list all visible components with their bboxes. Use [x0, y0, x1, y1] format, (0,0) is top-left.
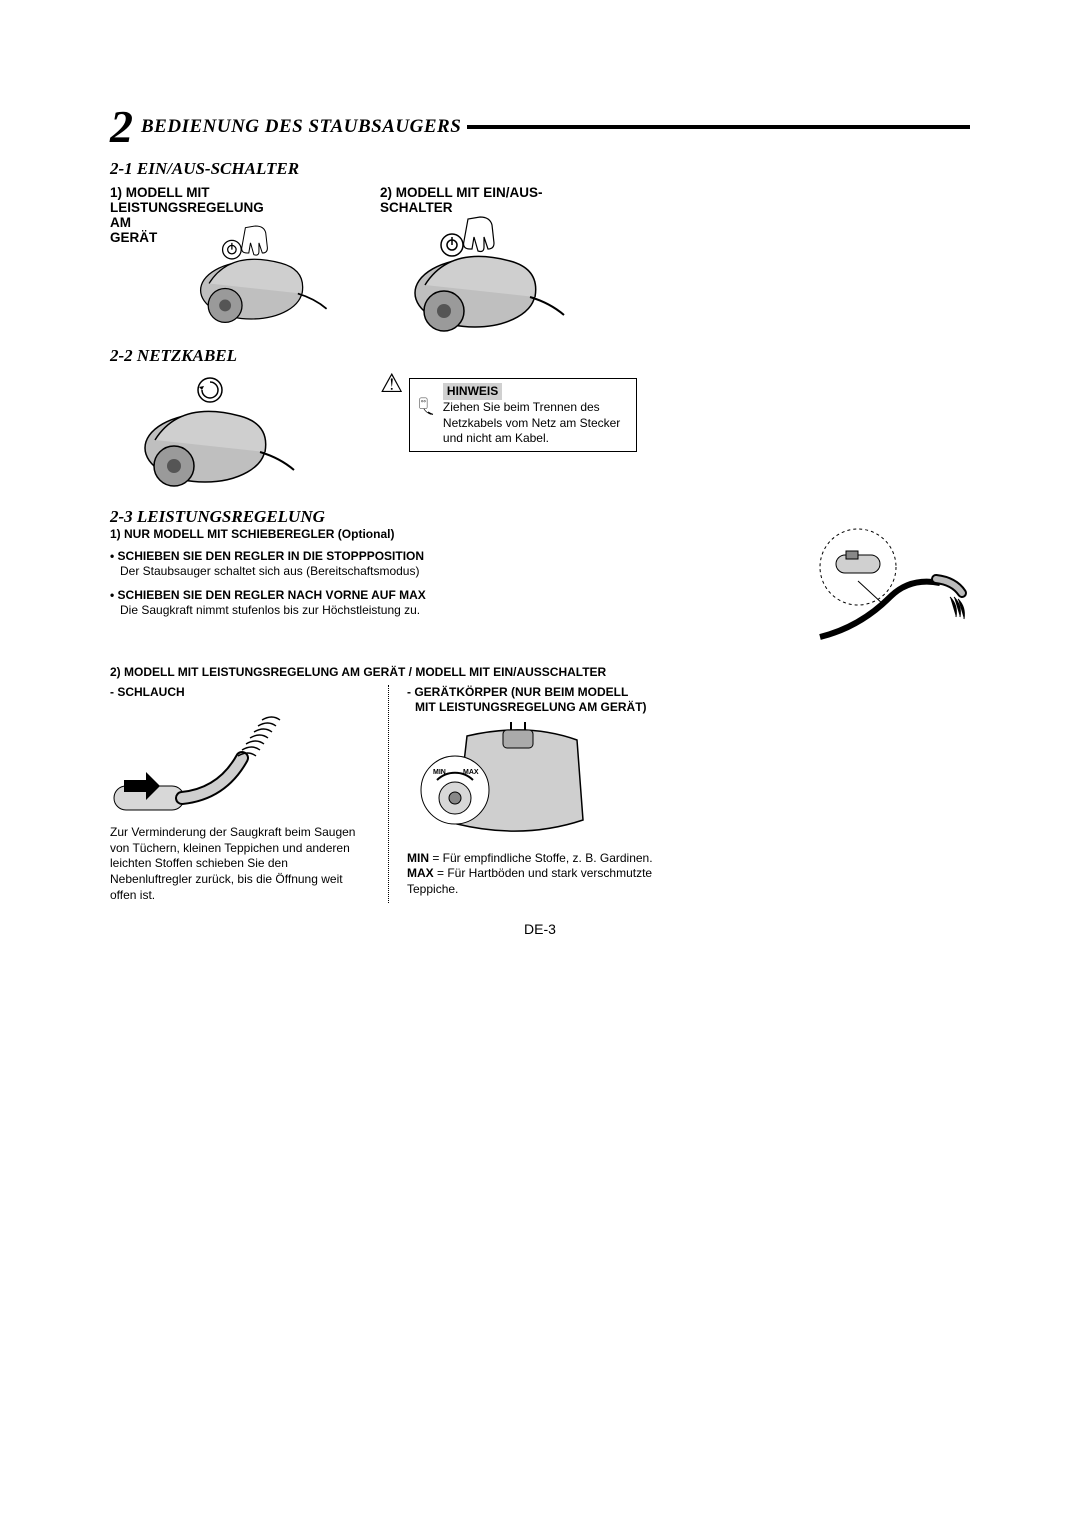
manual-page: 2 BEDIENUNG DES STAUBSAUGERS 2-1 EIN/AUS…	[0, 0, 1080, 997]
vacuum-rewind-icon	[110, 368, 310, 488]
sec3-right-head2: MIT LEISTUNGSREGELUNG AM GERÄT)	[415, 700, 667, 716]
sec3-left-col: - SCHLAUCH Zur Verminderung der Saugkraf…	[110, 685, 370, 904]
section-2-2-row: ⚠ HINWEIS Ziehen Sie beim Trennen des Ne…	[110, 368, 970, 493]
sec3-right-head1: - GERÄTKÖRPER (NUR BEIM MODELL	[407, 685, 667, 701]
fig-2-2-left	[110, 368, 340, 493]
col-divider	[388, 685, 389, 904]
chapter-title: BEDIENUNG DES STAUBSAUGERS	[141, 116, 461, 138]
hinweis-label: HINWEIS	[443, 383, 502, 400]
dial-min-label: MIN	[433, 769, 446, 776]
sec3-max-line: MAX = Für Hartböden und stark verschmutz…	[407, 866, 667, 897]
fig-2-1-left: 1) MODELL MIT LEISTUNGSREGELUNG AM GERÄT	[110, 181, 340, 340]
section-2-2-title: 2-2 NETZKABEL	[110, 346, 970, 366]
hinweis-box: HINWEIS Ziehen Sie beim Trennen des Netz…	[409, 378, 637, 452]
chapter-heading: 2 BEDIENUNG DES STAUBSAUGERS	[110, 100, 970, 153]
sec3-b2-head: • SCHIEBEN SIE DEN REGLER NACH VORNE AUF…	[110, 588, 780, 604]
sec3-left-head: - SCHLAUCH	[110, 685, 370, 701]
warning-icon: ⚠	[380, 368, 403, 399]
sec3-b1-body: Der Staubsauger schaltet sich aus (Berei…	[120, 564, 780, 580]
chapter-number: 2	[110, 100, 133, 153]
vacuum-body-dial-icon: MIN MAX	[407, 716, 607, 846]
section-2-1-title: 2-1 EIN/AUS-SCHALTER	[110, 159, 970, 179]
vacuum-icon	[171, 215, 340, 335]
section-2-3-title: 2-3 LEISTUNGSREGELUNG	[110, 507, 970, 527]
max-text: = Für Hartböden und stark verschmutzte T…	[407, 866, 652, 896]
hose-slide-icon	[110, 700, 290, 820]
vacuum-icon	[380, 215, 580, 335]
plug-icon	[418, 383, 435, 431]
min-label: MIN	[407, 851, 429, 865]
sec-2-3-text: 1) NUR MODELL MIT SCHIEBEREGLER (Optiona…	[110, 527, 780, 619]
max-label: MAX	[407, 866, 434, 880]
sec3-row1-head: 1) NUR MODELL MIT SCHIEBEREGLER (Optiona…	[110, 527, 780, 543]
sec3-b1-head: • SCHIEBEN SIE DEN REGLER IN DIE STOPPPO…	[110, 549, 780, 565]
hose-handle-icon	[800, 527, 970, 657]
sub-2-1-2: 2) MODELL MIT EIN/AUS-SCHALTER	[380, 185, 610, 215]
sub-2-1-1-row2: AM GERÄT	[110, 215, 340, 335]
sec3-row2-head: 2) MODELL MIT LEISTUNGSREGELUNG AM GERÄT…	[110, 665, 970, 681]
min-text: = Für empfindliche Stoffe, z. B. Gardine…	[429, 851, 653, 865]
sub-2-1-1b: AM GERÄT	[110, 215, 171, 245]
sub-2-1-1: 1) MODELL MIT LEISTUNGSREGELUNG	[110, 185, 340, 215]
section-2-3-row2: - SCHLAUCH Zur Verminderung der Saugkraf…	[110, 685, 970, 904]
sec3-right-col: - GERÄTKÖRPER (NUR BEIM MODELL MIT LEIST…	[407, 685, 667, 904]
page-number: DE-3	[110, 921, 970, 937]
sec3-b2-body: Die Saugkraft nimmt stufenlos bis zur Hö…	[120, 603, 780, 619]
section-2-1-row: 1) MODELL MIT LEISTUNGSREGELUNG AM GERÄT	[110, 181, 970, 340]
hinweis-group: ⚠ HINWEIS Ziehen Sie beim Trennen des Ne…	[380, 368, 637, 452]
dial-max-label: MAX	[463, 769, 479, 776]
section-2-3-row1: 1) NUR MODELL MIT SCHIEBEREGLER (Optiona…	[110, 527, 970, 657]
chapter-rule	[467, 125, 970, 129]
sec3-left-body: Zur Verminderung der Saugkraft beim Saug…	[110, 825, 370, 903]
sec3-min-line: MIN = Für empfindliche Stoffe, z. B. Gar…	[407, 851, 667, 867]
hinweis-text: Ziehen Sie beim Trennen des Netzkabels v…	[443, 400, 628, 447]
hinweis-text-wrap: HINWEIS Ziehen Sie beim Trennen des Netz…	[443, 383, 628, 447]
fig-2-1-right: 2) MODELL MIT EIN/AUS-SCHALTER	[380, 181, 610, 340]
